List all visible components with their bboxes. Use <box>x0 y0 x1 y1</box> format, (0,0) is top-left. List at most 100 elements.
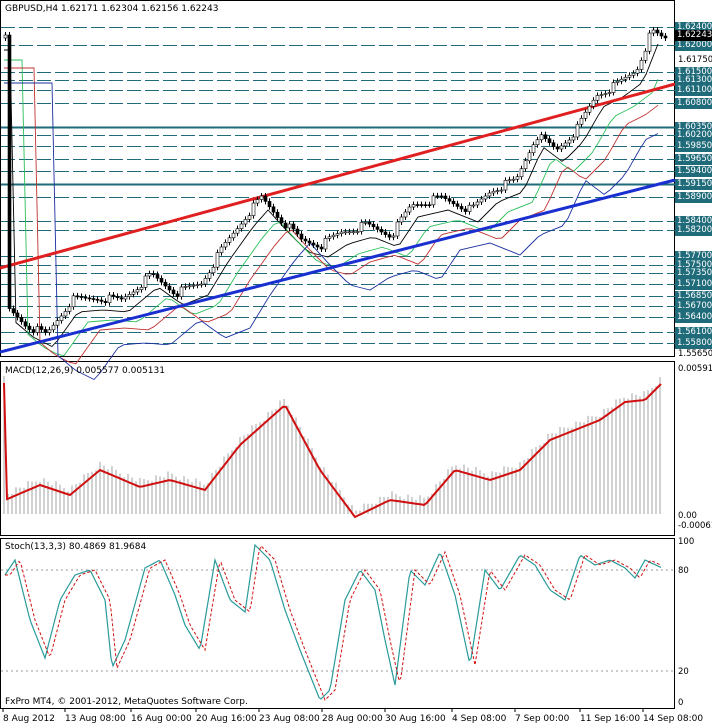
time-axis-label: 4 Sep 08:00 <box>452 714 507 724</box>
candle-body <box>563 142 568 147</box>
candle-body <box>655 29 660 34</box>
candle-body <box>363 221 368 224</box>
candle-body <box>91 298 96 300</box>
candle-body <box>327 236 332 239</box>
candle-body <box>127 294 132 297</box>
candle-body <box>99 299 104 302</box>
candle-body <box>427 204 432 207</box>
candle-body <box>651 29 656 34</box>
lower-trendline[interactable] <box>0 178 676 354</box>
candle-body <box>431 195 436 206</box>
candle-body <box>259 195 264 200</box>
candle-body <box>435 195 440 198</box>
candle-body <box>491 190 496 194</box>
candle-body <box>411 204 416 208</box>
candle-body <box>451 200 456 205</box>
candle-body <box>71 295 76 308</box>
price-level-label: 1.57500 <box>675 260 712 271</box>
candle-body <box>103 301 108 304</box>
candle-body <box>395 221 400 237</box>
macd-title: MACD(12,26,9) 0.005577 0.005131 <box>5 366 165 376</box>
candle-body <box>367 221 372 225</box>
candle-body <box>75 295 80 298</box>
candle-body <box>47 329 52 333</box>
candle-body <box>195 284 200 286</box>
candle-body <box>59 315 64 321</box>
candle-body <box>19 317 24 323</box>
candle-body <box>479 198 484 203</box>
candle-body <box>95 298 100 301</box>
time-axis-label: 23 Aug 08:00 <box>259 714 320 724</box>
candle-body <box>199 283 204 286</box>
time-ticks <box>2 708 644 712</box>
stoch-level-80: 80 <box>678 566 689 576</box>
candle-body <box>403 211 408 218</box>
candle-body <box>459 206 464 210</box>
time-axis-label: 14 Sep 08:00 <box>643 714 704 724</box>
candle-body <box>635 69 640 74</box>
time-axis-label: 20 Aug 16:00 <box>196 714 257 724</box>
candle-body <box>159 278 164 283</box>
price-level-label: 1.58900 <box>675 192 712 203</box>
candle-body <box>507 179 512 182</box>
candle-body <box>379 229 384 233</box>
candle-body <box>463 208 468 212</box>
candle-body <box>611 82 616 93</box>
candle-body <box>311 242 316 246</box>
price-level-label: 1.61500 <box>675 67 712 78</box>
candle-body <box>571 136 576 141</box>
candle-body <box>207 272 212 279</box>
candle-body <box>503 180 508 191</box>
moving-averages <box>4 43 659 381</box>
candle-body <box>539 134 544 141</box>
candle-body <box>615 80 620 83</box>
candle-body <box>147 273 152 277</box>
upper-trendline[interactable] <box>0 82 676 270</box>
candle-body <box>251 202 256 216</box>
candle-body <box>579 117 584 125</box>
candle-body <box>211 266 216 274</box>
candle-body <box>407 206 412 213</box>
candle-body <box>483 195 488 200</box>
moving-average-line-1 <box>4 43 659 348</box>
candle-body <box>383 231 388 235</box>
stoch-title: Stoch(13,3,3) 80.4869 81.9684 <box>5 542 147 552</box>
candle-body <box>295 228 300 235</box>
stoch-main-line <box>4 543 662 700</box>
candle-body <box>55 320 60 326</box>
trendlines <box>0 82 676 354</box>
candle-body <box>51 324 56 331</box>
moving-average-line-2 <box>4 59 659 357</box>
candle-body <box>339 231 344 234</box>
candle-body <box>627 74 632 78</box>
candle-body <box>43 329 48 333</box>
copyright-text: FxPro MT4, © 2001-2012, MetaQuotes Softw… <box>5 697 248 707</box>
candle-body <box>567 139 572 144</box>
candle-body <box>303 238 308 242</box>
candle-body <box>475 201 480 206</box>
price-level-label: 1.57100 <box>675 279 712 290</box>
candle-body <box>335 233 340 236</box>
candle-body <box>271 206 276 213</box>
price-candles <box>3 27 668 336</box>
candle-body <box>175 293 180 297</box>
candle-body <box>631 72 636 76</box>
candle-body <box>143 275 148 288</box>
candle-body <box>375 226 380 230</box>
candle-body <box>583 111 588 119</box>
price-level-label: 1.58200 <box>675 225 712 236</box>
stoch-level-100: 100 <box>678 537 695 547</box>
candle-body <box>439 195 444 198</box>
candle-body <box>171 289 176 295</box>
candle-body <box>487 192 492 197</box>
price-level-label: 1.59850 <box>675 141 712 152</box>
stoch-pane <box>0 538 675 709</box>
price-level-label: 1.59150 <box>675 179 712 190</box>
candle-body <box>643 50 648 61</box>
candle-body <box>355 231 360 233</box>
time-axis-label: 30 Aug 16:00 <box>385 714 446 724</box>
candle-body <box>15 312 20 318</box>
price-level-label: 1.57350 <box>675 268 712 279</box>
candle-body <box>23 321 28 327</box>
